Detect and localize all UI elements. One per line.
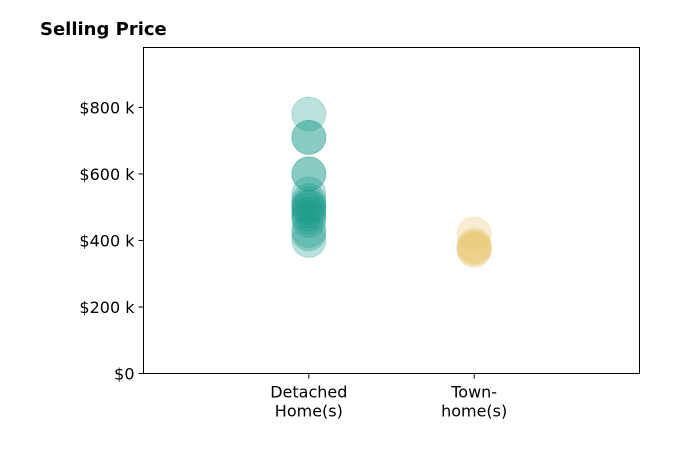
- data-point: [291, 222, 327, 258]
- data-point: [291, 189, 327, 225]
- data-point: [456, 229, 492, 265]
- data-point: [291, 212, 327, 248]
- data-points: [291, 96, 492, 268]
- data-point: [291, 156, 327, 192]
- data-point: [456, 232, 492, 268]
- x-category-label: Detached Home(s): [270, 383, 347, 421]
- y-tick-label: $400 k: [79, 231, 135, 250]
- y-axis: $0 $200 k $400 k $600 k $800 k: [79, 98, 144, 384]
- plot-area: [143, 47, 640, 374]
- x-axis: Detached Home(s) Town-home(s): [270, 373, 507, 421]
- x-category-label: Town-home(s): [441, 383, 507, 421]
- x-category-label-line: Detached: [270, 383, 347, 402]
- data-point: [291, 183, 327, 219]
- data-point: [291, 96, 327, 132]
- x-category-label-line: home(s): [441, 402, 507, 421]
- data-point: [291, 193, 327, 228]
- data-point: [291, 119, 327, 155]
- y-tick-label: $800 k: [79, 98, 135, 117]
- y-tick-label: $600 k: [79, 165, 135, 184]
- x-category-label-line: Town-: [450, 383, 497, 402]
- data-point: [291, 196, 327, 232]
- data-point: [291, 156, 327, 192]
- data-point: [291, 119, 327, 155]
- data-point: [291, 186, 327, 222]
- data-point: [291, 199, 327, 235]
- data-point: [456, 231, 492, 267]
- data-point: [291, 202, 327, 238]
- data-point: [456, 216, 492, 252]
- x-category-label-line: Home(s): [275, 402, 343, 421]
- data-point: [456, 227, 492, 263]
- data-point: [291, 189, 327, 225]
- data-point: [291, 176, 327, 212]
- y-tick-label: $200 k: [79, 298, 135, 317]
- y-tick-label: $0: [114, 365, 134, 384]
- data-point: [291, 216, 327, 252]
- chart-title: Selling Price: [40, 19, 167, 40]
